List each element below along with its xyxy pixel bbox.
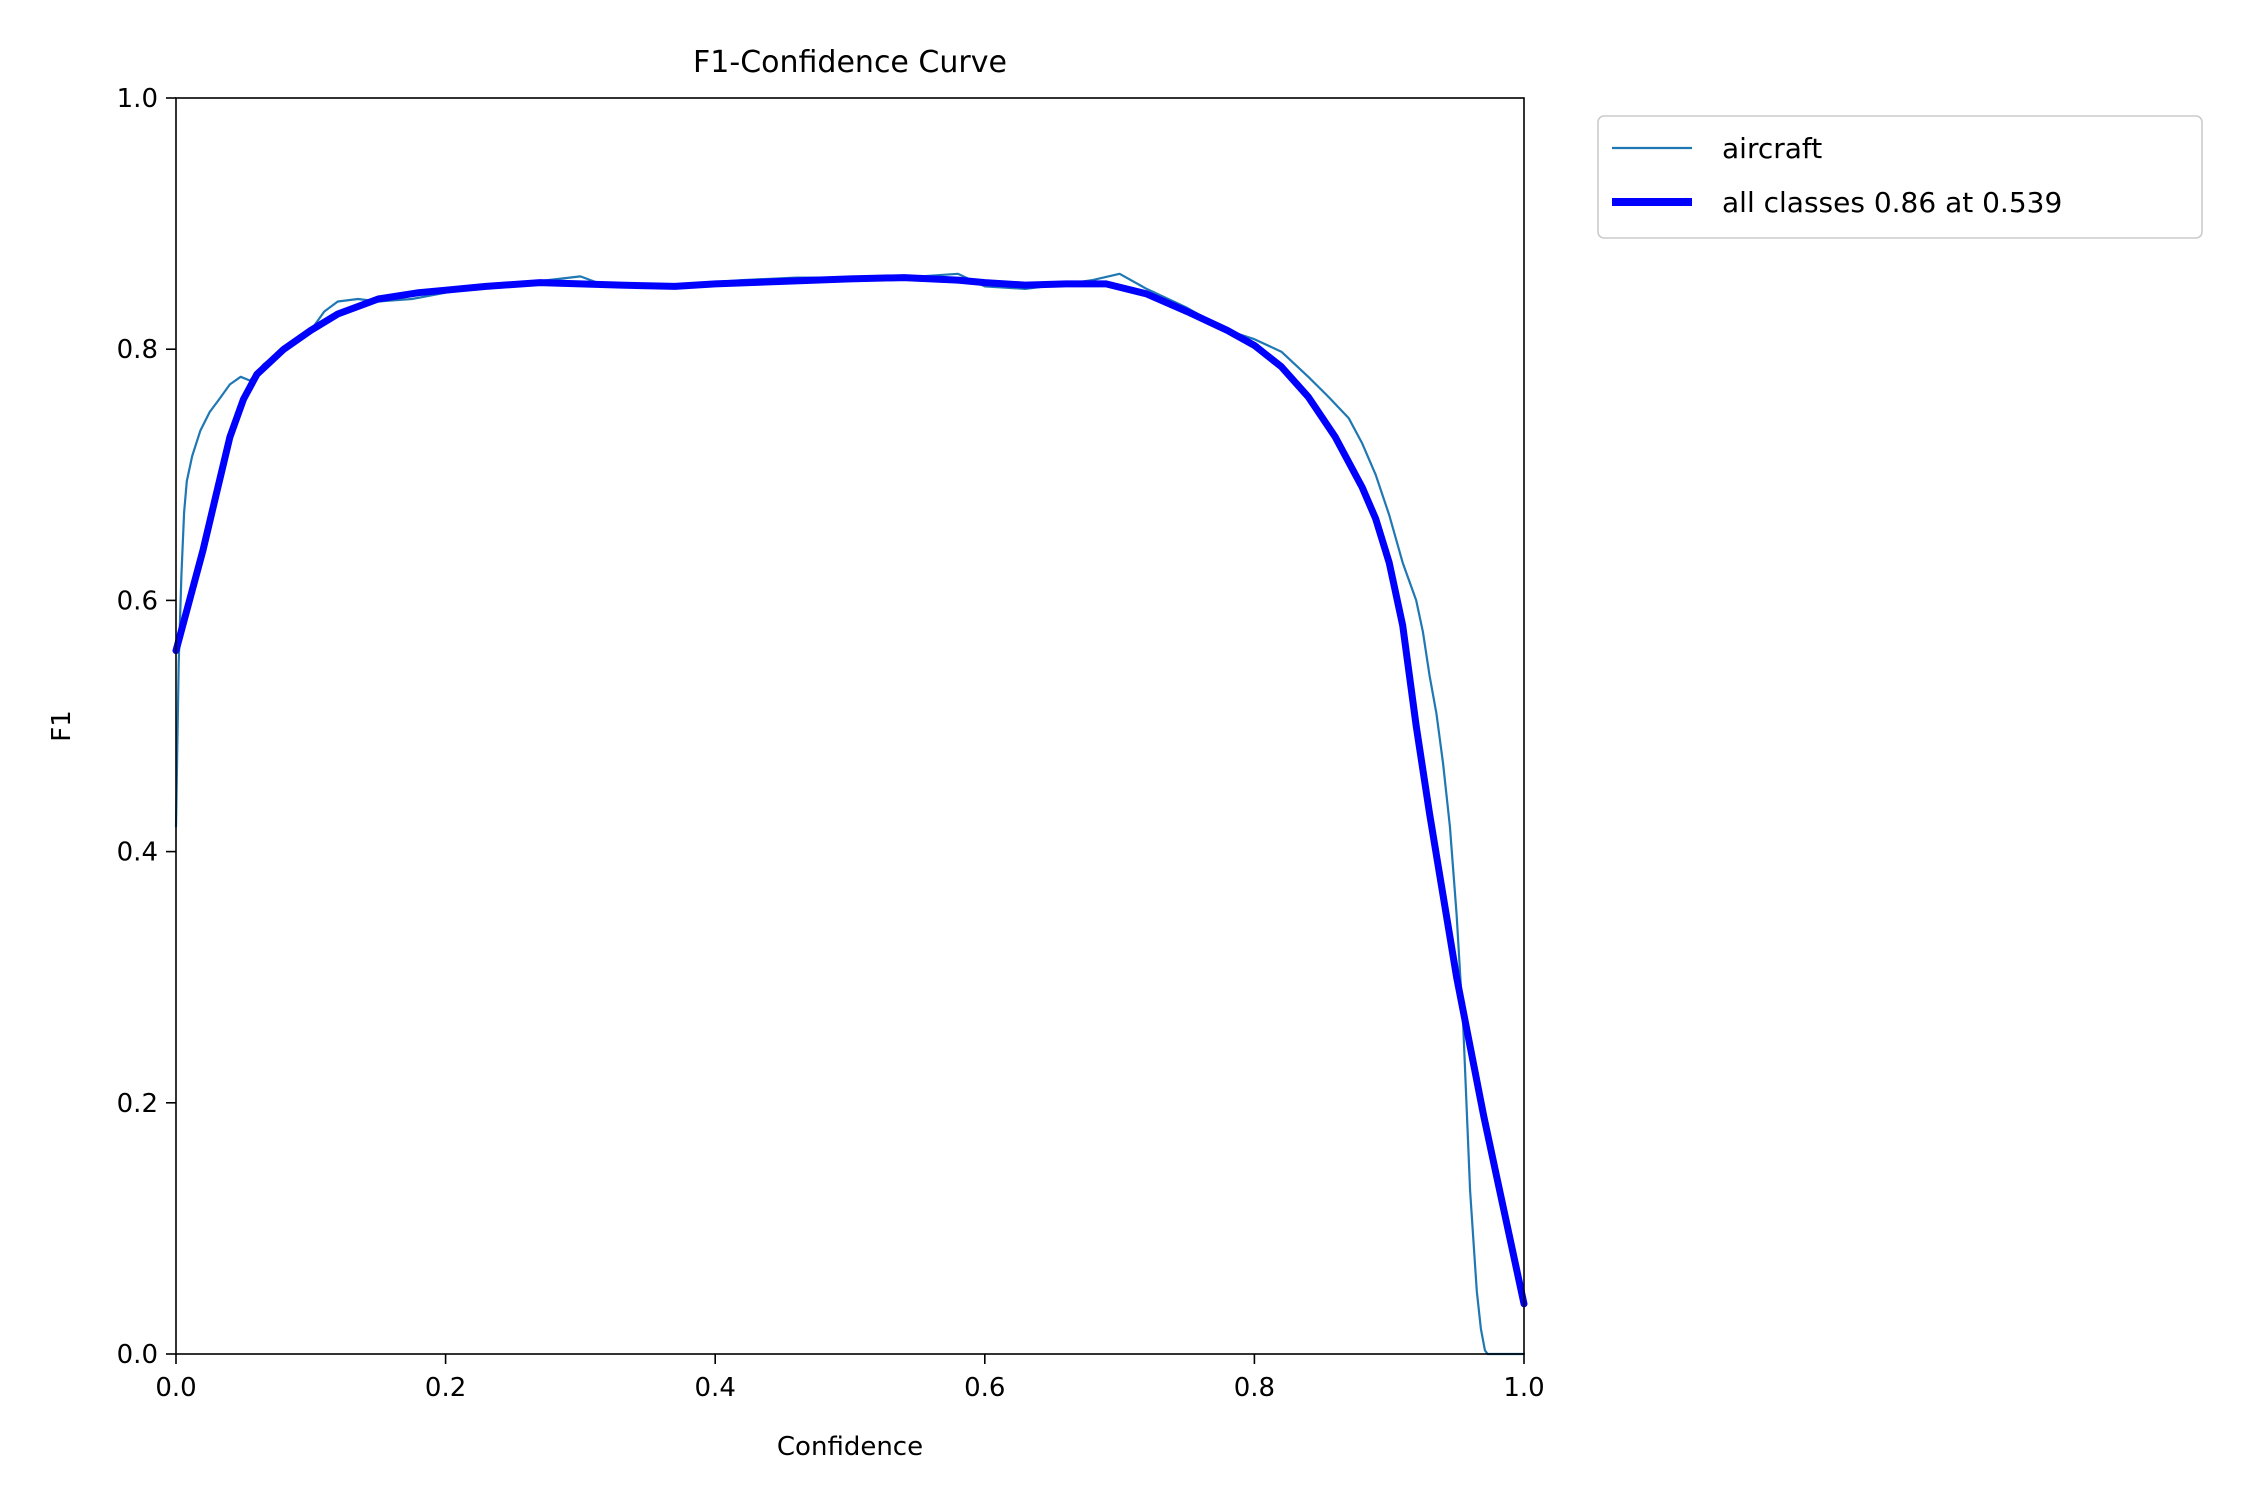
y-tick-label: 0.2 — [117, 1089, 158, 1119]
x-tick-label: 0.8 — [1234, 1373, 1275, 1403]
x-axis: 0.0 0.2 0.4 0.6 0.8 1.0 — [155, 1354, 1545, 1403]
x-tick-label: 0.0 — [155, 1373, 196, 1403]
chart-title: F1-Confidence Curve — [693, 45, 1007, 80]
x-tick-label: 1.0 — [1503, 1373, 1544, 1403]
x-tick-label: 0.4 — [695, 1373, 736, 1403]
series-line-aircraft — [174, 272, 1526, 1356]
y-tick-label: 0.6 — [117, 586, 158, 616]
y-axis-label: F1 — [47, 710, 77, 742]
y-tick-label: 0.0 — [117, 1340, 158, 1370]
legend: aircraft all classes 0.86 at 0.539 — [1597, 115, 2203, 239]
x-tick-label: 0.2 — [425, 1373, 466, 1403]
plot-lines — [172, 272, 1528, 1356]
series-line-all-classes — [172, 274, 1528, 1308]
legend-label-all-classes: all classes 0.86 at 0.539 — [1722, 186, 2062, 219]
y-tick-label: 0.8 — [117, 335, 158, 365]
y-tick-label: 1.0 — [117, 84, 158, 114]
x-axis-label: Confidence — [777, 1432, 923, 1462]
x-tick-label: 0.6 — [964, 1373, 1005, 1403]
legend-label-aircraft: aircraft — [1722, 132, 1822, 165]
y-axis: 0.0 0.2 0.4 0.6 0.8 1.0 — [117, 84, 176, 1370]
plot-frame — [175, 97, 1525, 1355]
legend-box — [1597, 115, 2203, 239]
y-tick-label: 0.4 — [117, 838, 158, 868]
